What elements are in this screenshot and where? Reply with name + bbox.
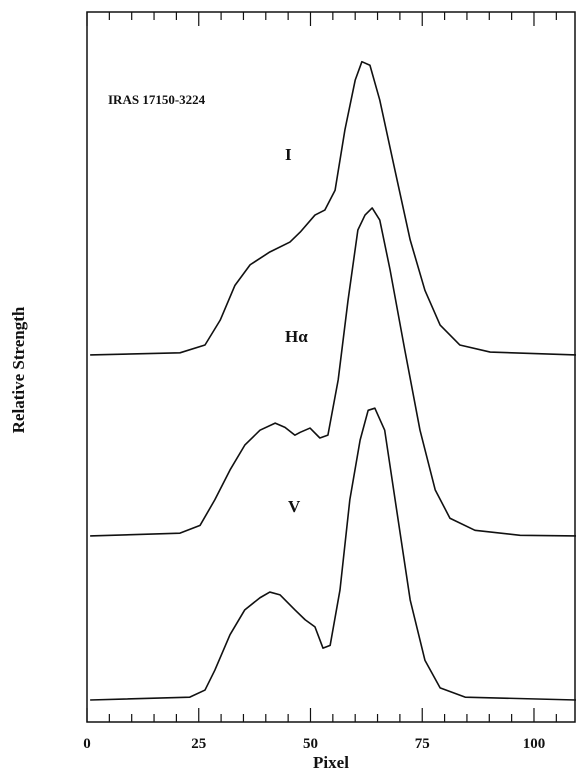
series-label: V [288, 497, 301, 516]
series-label: Hα [285, 327, 308, 346]
y-axis-label: Relative Strength [9, 306, 28, 433]
x-tick-label: 100 [523, 736, 546, 752]
series-label: I [285, 145, 292, 164]
x-tick-label: 0 [83, 736, 91, 752]
plot-frame [86, 11, 576, 723]
x-tick-label: 50 [303, 736, 318, 752]
line-series [90, 207, 576, 537]
x-tick-label: 25 [191, 736, 206, 752]
annotation: IRAS 17150-3224 [108, 92, 206, 107]
line-series [90, 407, 576, 701]
line-series [90, 60, 576, 356]
x-axis-label: Pixel [313, 753, 349, 772]
x-tick-label: 75 [415, 736, 430, 752]
